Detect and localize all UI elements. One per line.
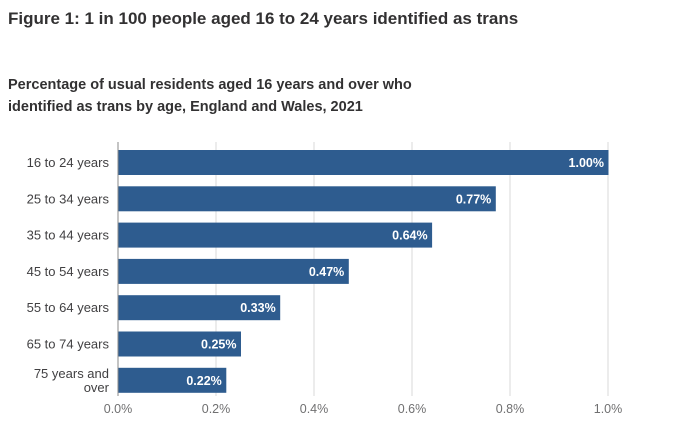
category-label: 25 to 34 years	[27, 191, 110, 206]
chart-title: Figure 1: 1 in 100 people aged 16 to 24 …	[8, 9, 519, 28]
bar	[118, 258, 349, 284]
x-tick-label: 1.0%	[594, 402, 623, 416]
data-label: 0.25%	[201, 338, 236, 352]
bar	[118, 331, 241, 357]
category-label: 16 to 24 years	[27, 155, 110, 170]
category-label: 35 to 44 years	[27, 228, 110, 243]
data-label: 0.47%	[309, 265, 344, 279]
data-label: 0.22%	[186, 374, 221, 388]
x-tick-label: 0.2%	[202, 402, 231, 416]
bar	[118, 222, 433, 248]
x-axis-ticks: 0.0% 0.2% 0.4% 0.6% 0.8% 1.0%	[104, 402, 623, 416]
bar	[118, 186, 496, 212]
x-tick-label: 0.8%	[496, 402, 525, 416]
x-tick-label: 0.6%	[398, 402, 427, 416]
data-label: 0.33%	[240, 301, 275, 315]
bar	[118, 295, 281, 321]
category-label: 55 to 64 years	[27, 300, 110, 315]
category-label: 75 years and over	[34, 366, 110, 395]
data-label: 1.00%	[569, 156, 604, 170]
category-labels: 16 to 24 years 25 to 34 years 35 to 44 yea…	[27, 155, 110, 395]
data-label: 0.64%	[392, 229, 427, 243]
x-tick-label: 0.0%	[104, 402, 133, 416]
bar	[118, 150, 609, 175]
data-label: 0.77%	[456, 192, 491, 206]
category-label: 65 to 74 years	[27, 337, 110, 352]
x-tick-label: 0.4%	[300, 402, 329, 416]
chart-subtitle: Percentage of usual residents aged 16 ye…	[8, 77, 412, 115]
bars: 1.00% 0.77% 0.64% 0.47% 0.33% 0.25% 0.22%	[118, 150, 609, 393]
bar	[118, 367, 227, 393]
category-label: 45 to 54 years	[27, 264, 110, 279]
